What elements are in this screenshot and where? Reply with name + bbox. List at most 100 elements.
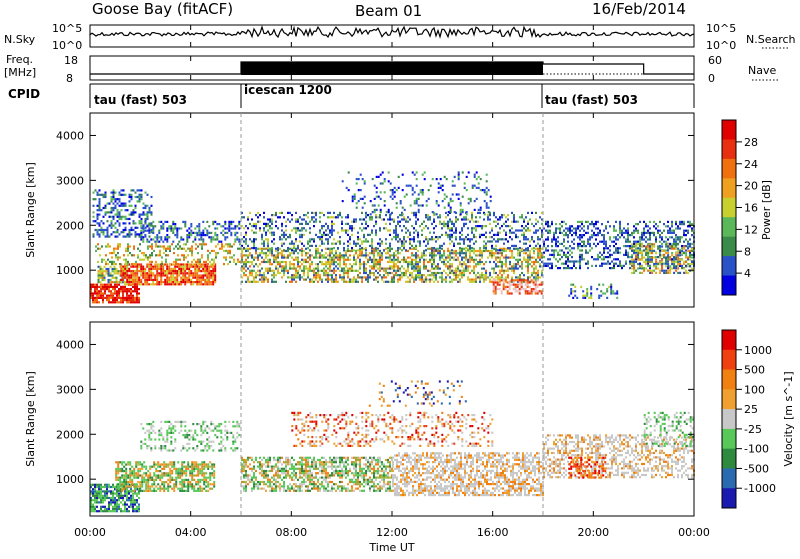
power-cell (531, 274, 533, 276)
velocity-cell (98, 493, 100, 495)
power-cell (553, 249, 555, 251)
power-cell (194, 281, 196, 283)
power-cell (415, 212, 417, 214)
power-cell (388, 180, 390, 182)
power-cell (435, 268, 437, 270)
power-cell (405, 281, 407, 283)
power-cell (671, 252, 673, 254)
power-cell (417, 254, 419, 256)
power-cell (279, 248, 281, 250)
power-cell (156, 274, 158, 276)
power-cell (397, 270, 399, 272)
power-cell (357, 232, 359, 234)
power-cell (115, 248, 117, 250)
power-cell (655, 261, 657, 263)
power-cell (327, 234, 329, 236)
power-cell (184, 223, 186, 225)
power-cell (371, 232, 373, 234)
power-cell (134, 277, 136, 279)
power-cell (485, 274, 487, 276)
power-cell (347, 259, 349, 261)
power-cell (118, 292, 120, 294)
power-cell (465, 252, 467, 254)
power-cell (335, 265, 337, 267)
power-cell (455, 274, 457, 276)
power-cell (311, 270, 313, 272)
power-cell (414, 202, 416, 204)
power-cell (253, 270, 255, 272)
power-cell (297, 227, 299, 229)
power-cell (214, 227, 216, 229)
power-cell (331, 263, 333, 265)
power-cell (321, 270, 323, 272)
power-cell (436, 178, 438, 180)
power-cell (388, 211, 390, 213)
power-cell (675, 227, 677, 229)
power-cell (93, 205, 95, 207)
power-cell (679, 254, 681, 256)
power-cell (543, 265, 545, 267)
power-cell (287, 247, 289, 249)
power-cell (669, 245, 671, 247)
power-cell (649, 256, 651, 258)
power-cell (673, 263, 675, 265)
power-cell (429, 232, 431, 234)
power-cell (473, 221, 475, 223)
power-cell (653, 225, 655, 227)
power-cell (200, 236, 202, 238)
power-cell (569, 260, 571, 262)
power-cell (411, 225, 413, 227)
power-cell (229, 261, 231, 263)
power-cell (349, 225, 351, 227)
power-cell (105, 214, 107, 216)
power-cell (582, 295, 584, 297)
power-cell (327, 225, 329, 227)
power-cell (134, 274, 136, 276)
power-cell (132, 277, 134, 279)
power-cell (403, 257, 405, 259)
power-cell (677, 248, 679, 250)
power-cell (409, 238, 411, 240)
power-cell (319, 270, 321, 272)
power-cell (275, 281, 277, 283)
power-cell (395, 234, 397, 236)
power-cell (120, 301, 122, 303)
power-cell (265, 276, 267, 278)
power-cell (437, 265, 439, 267)
power-cell (443, 270, 445, 272)
velocity-cell (94, 495, 96, 497)
power-cell (447, 248, 449, 250)
power-cell (379, 243, 381, 245)
power-cell (617, 258, 619, 260)
power-cell (665, 270, 667, 272)
power-cell (230, 221, 232, 223)
power-cell (655, 236, 657, 238)
power-cell (172, 279, 174, 281)
power-cell (413, 263, 415, 265)
power-cell (443, 279, 445, 281)
power-cell (134, 288, 136, 290)
power-cell (212, 268, 214, 270)
power-cell (455, 227, 457, 229)
power-cell (681, 221, 683, 223)
power-cell (389, 272, 391, 274)
power-cell (329, 274, 331, 276)
power-cell (194, 232, 196, 234)
power-cell (315, 252, 317, 254)
power-cell (537, 279, 539, 281)
velocity-cell (96, 493, 98, 495)
power-cell (149, 236, 151, 238)
power-cell (379, 245, 381, 247)
power-cell (142, 225, 144, 227)
power-cell (445, 223, 447, 225)
power-cell (102, 295, 104, 297)
power-cell (163, 252, 165, 254)
power-cell (491, 268, 493, 270)
power-cell (683, 245, 685, 247)
power-cell (180, 272, 182, 274)
power-cell (148, 270, 150, 272)
power-cell (501, 292, 503, 294)
power-cell (305, 254, 307, 256)
power-cell (329, 212, 331, 214)
